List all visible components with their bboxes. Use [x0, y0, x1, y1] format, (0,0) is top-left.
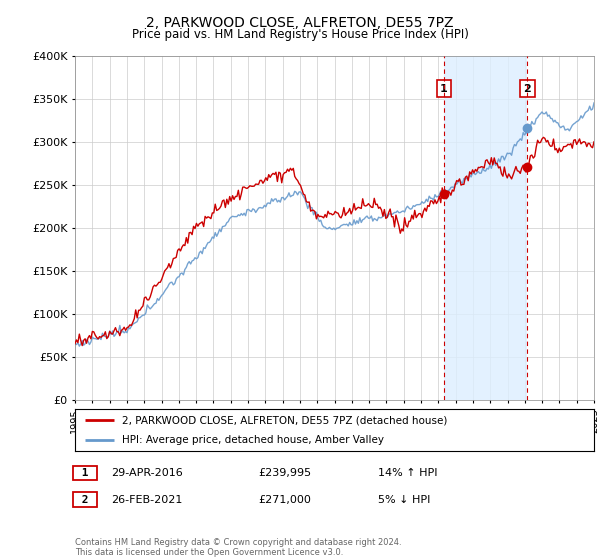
Text: 26-FEB-2021: 26-FEB-2021	[111, 494, 182, 505]
Bar	[444, 56, 527, 400]
Text: £271,000: £271,000	[258, 494, 311, 505]
Text: 14% ↑ HPI: 14% ↑ HPI	[378, 468, 437, 478]
Text: 5% ↓ HPI: 5% ↓ HPI	[378, 494, 430, 505]
Text: 2, PARKWOOD CLOSE, ALFRETON, DE55 7PZ (detached house): 2, PARKWOOD CLOSE, ALFRETON, DE55 7PZ (d…	[122, 415, 447, 425]
Text: 1: 1	[75, 468, 95, 478]
Text: £239,995: £239,995	[258, 468, 311, 478]
Text: 2: 2	[524, 83, 531, 94]
Text: 29-APR-2016: 29-APR-2016	[111, 468, 183, 478]
Text: 1: 1	[440, 83, 448, 94]
Text: 2, PARKWOOD CLOSE, ALFRETON, DE55 7PZ: 2, PARKWOOD CLOSE, ALFRETON, DE55 7PZ	[146, 16, 454, 30]
Text: Contains HM Land Registry data © Crown copyright and database right 2024.
This d: Contains HM Land Registry data © Crown c…	[75, 538, 401, 557]
Text: HPI: Average price, detached house, Amber Valley: HPI: Average price, detached house, Ambe…	[122, 435, 384, 445]
Text: 2: 2	[75, 494, 95, 505]
Text: Price paid vs. HM Land Registry's House Price Index (HPI): Price paid vs. HM Land Registry's House …	[131, 28, 469, 41]
